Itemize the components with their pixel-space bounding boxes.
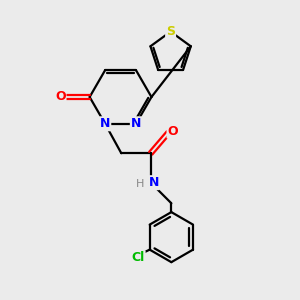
Text: Cl: Cl — [131, 251, 145, 264]
Text: S: S — [166, 25, 175, 38]
Text: N: N — [148, 176, 159, 189]
Text: N: N — [100, 117, 110, 130]
Text: H: H — [136, 179, 145, 189]
Text: N: N — [131, 117, 141, 130]
Text: O: O — [167, 124, 178, 138]
Text: O: O — [55, 91, 65, 103]
